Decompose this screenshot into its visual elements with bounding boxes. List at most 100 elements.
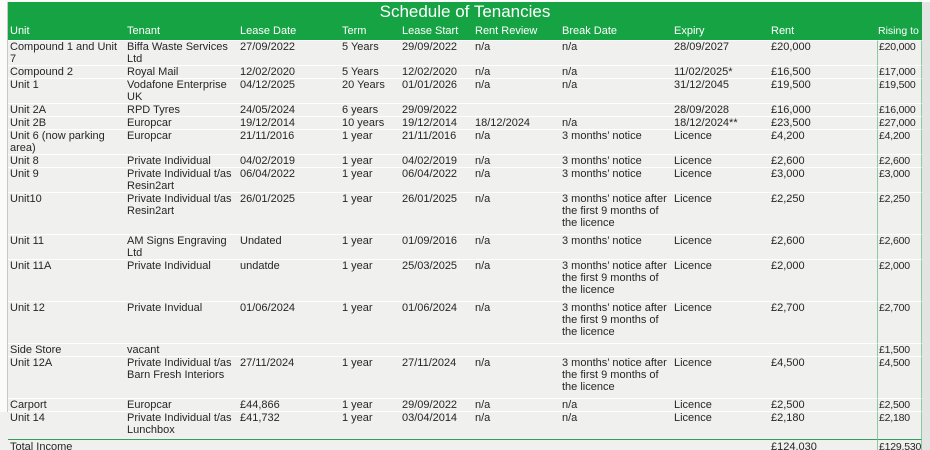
table-cell[interactable]: Unit 12 <box>8 301 125 343</box>
table-cell[interactable]: RPD Tyres <box>125 103 238 116</box>
table-cell[interactable]: Private Individual t/as Lunchbox <box>125 411 238 436</box>
table-cell[interactable]: 26/01/2025 <box>238 192 340 234</box>
table-cell[interactable]: Compound 1 and Unit 7 <box>8 40 125 65</box>
table-cell[interactable]: 04/02/2019 <box>238 154 340 167</box>
table-cell[interactable]: Unit 12A <box>8 356 125 398</box>
table-cell[interactable]: Unit 2A <box>8 103 125 116</box>
total-cell[interactable] <box>125 439 238 450</box>
table-cell[interactable]: n/a <box>473 167 560 192</box>
table-cell[interactable]: 1 year <box>340 398 400 411</box>
table-cell[interactable]: 01/01/2026 <box>400 78 473 103</box>
table-cell[interactable]: £4,200 <box>769 129 877 154</box>
total-cell[interactable] <box>473 439 560 450</box>
table-cell[interactable]: £2,180 <box>769 411 877 436</box>
table-cell[interactable]: 6 years <box>340 103 400 116</box>
table-cell[interactable]: n/a <box>473 78 560 103</box>
table-cell[interactable]: Europcar <box>125 129 238 154</box>
table-cell[interactable]: 1 year <box>340 192 400 234</box>
table-cell[interactable]: 28/09/2027 <box>672 40 769 65</box>
table-cell[interactable] <box>238 343 340 356</box>
table-cell[interactable]: 18/12/2024** <box>672 116 769 129</box>
column-header-lease-date[interactable]: Lease Date <box>238 22 340 40</box>
table-cell[interactable]: 1 year <box>340 301 400 343</box>
table-cell[interactable]: £19,500 <box>877 78 922 103</box>
table-cell[interactable]: Unit 6 (now parking area) <box>8 129 125 154</box>
table-cell[interactable]: £3,000 <box>769 167 877 192</box>
table-cell[interactable]: n/a <box>473 65 560 78</box>
table-cell[interactable]: £2,000 <box>769 259 877 301</box>
table-cell[interactable]: Europcar <box>125 398 238 411</box>
table-cell[interactable]: n/a <box>473 129 560 154</box>
table-cell[interactable]: 1 year <box>340 356 400 398</box>
table-cell[interactable]: £1,500 <box>877 343 922 356</box>
table-cell[interactable]: Royal Mail <box>125 65 238 78</box>
column-header-expiry[interactable]: Expiry <box>672 22 769 40</box>
table-cell[interactable] <box>400 343 473 356</box>
table-cell[interactable]: 03/04/2014 <box>400 411 473 436</box>
table-cell[interactable]: Unit 9 <box>8 167 125 192</box>
table-cell[interactable]: 1 year <box>340 259 400 301</box>
table-cell[interactable]: £23,500 <box>769 116 877 129</box>
table-cell[interactable]: Licence <box>672 356 769 398</box>
table-cell[interactable]: 20 Years <box>340 78 400 103</box>
table-cell[interactable]: £2,180 <box>877 411 922 436</box>
table-cell[interactable]: £2,600 <box>769 234 877 259</box>
table-cell[interactable]: 06/04/2022 <box>400 167 473 192</box>
table-cell[interactable]: £2,600 <box>877 154 922 167</box>
table-cell[interactable]: Unit 11A <box>8 259 125 301</box>
table-cell[interactable]: Undated <box>238 234 340 259</box>
table-cell[interactable]: Unit 2B <box>8 116 125 129</box>
total-cell[interactable] <box>238 439 340 450</box>
table-cell[interactable]: £17,000 <box>877 65 922 78</box>
table-cell[interactable]: n/a <box>560 40 672 65</box>
table-cell[interactable]: Licence <box>672 234 769 259</box>
table-cell[interactable]: 01/09/2016 <box>400 234 473 259</box>
table-cell[interactable]: n/a <box>560 78 672 103</box>
table-cell[interactable]: n/a <box>560 65 672 78</box>
column-header-rent[interactable]: Rent <box>769 22 877 40</box>
table-cell[interactable]: 3 months’ notice <box>560 154 672 167</box>
table-cell[interactable]: £41,732 <box>238 411 340 436</box>
table-cell[interactable]: £19,500 <box>769 78 877 103</box>
table-cell[interactable]: AM Signs Engraving Ltd <box>125 234 238 259</box>
table-cell[interactable]: 29/09/2022 <box>400 103 473 116</box>
table-cell[interactable]: 3 months’ notice <box>560 129 672 154</box>
table-cell[interactable]: 29/09/2022 <box>400 40 473 65</box>
table-cell[interactable]: 1 year <box>340 154 400 167</box>
table-cell[interactable]: Private Individual t/as Resin2art <box>125 167 238 192</box>
total-cell[interactable] <box>400 439 473 450</box>
table-cell[interactable]: £27,000 <box>877 116 922 129</box>
column-header-tenant[interactable]: Tenant <box>125 22 238 40</box>
table-cell[interactable]: £4,500 <box>769 356 877 398</box>
table-cell[interactable]: Licence <box>672 167 769 192</box>
table-cell[interactable]: £20,000 <box>877 40 922 65</box>
table-cell[interactable]: 06/04/2022 <box>238 167 340 192</box>
table-cell[interactable]: 31/12/2045 <box>672 78 769 103</box>
table-cell[interactable]: 28/09/2028 <box>672 103 769 116</box>
table-cell[interactable]: Licence <box>672 398 769 411</box>
table-cell[interactable] <box>340 343 400 356</box>
total-rising-value[interactable]: £129,530 <box>877 439 922 450</box>
table-cell[interactable]: n/a <box>473 356 560 398</box>
table-cell[interactable]: 25/03/2025 <box>400 259 473 301</box>
table-cell[interactable]: 1 year <box>340 234 400 259</box>
table-cell[interactable]: 24/05/2024 <box>238 103 340 116</box>
table-cell[interactable]: £2,600 <box>769 154 877 167</box>
table-cell[interactable]: Licence <box>672 301 769 343</box>
table-cell[interactable]: Unit 1 <box>8 78 125 103</box>
total-income-label[interactable]: Total Income <box>8 439 125 450</box>
table-cell[interactable]: 12/02/2020 <box>400 65 473 78</box>
table-cell[interactable]: £20,000 <box>769 40 877 65</box>
table-cell[interactable]: £16,500 <box>769 65 877 78</box>
table-cell[interactable]: n/a <box>473 411 560 436</box>
table-cell[interactable]: 19/12/2014 <box>238 116 340 129</box>
table-cell[interactable]: 3 months’ notice after the first 9 month… <box>560 301 672 343</box>
table-cell[interactable]: n/a <box>473 301 560 343</box>
table-cell[interactable] <box>473 343 560 356</box>
table-cell[interactable]: n/a <box>560 116 672 129</box>
table-cell[interactable]: 04/12/2025 <box>238 78 340 103</box>
table-cell[interactable]: 18/12/2024 <box>473 116 560 129</box>
table-cell[interactable]: 5 Years <box>340 40 400 65</box>
table-cell[interactable]: £3,000 <box>877 167 922 192</box>
table-cell[interactable]: n/a <box>473 234 560 259</box>
